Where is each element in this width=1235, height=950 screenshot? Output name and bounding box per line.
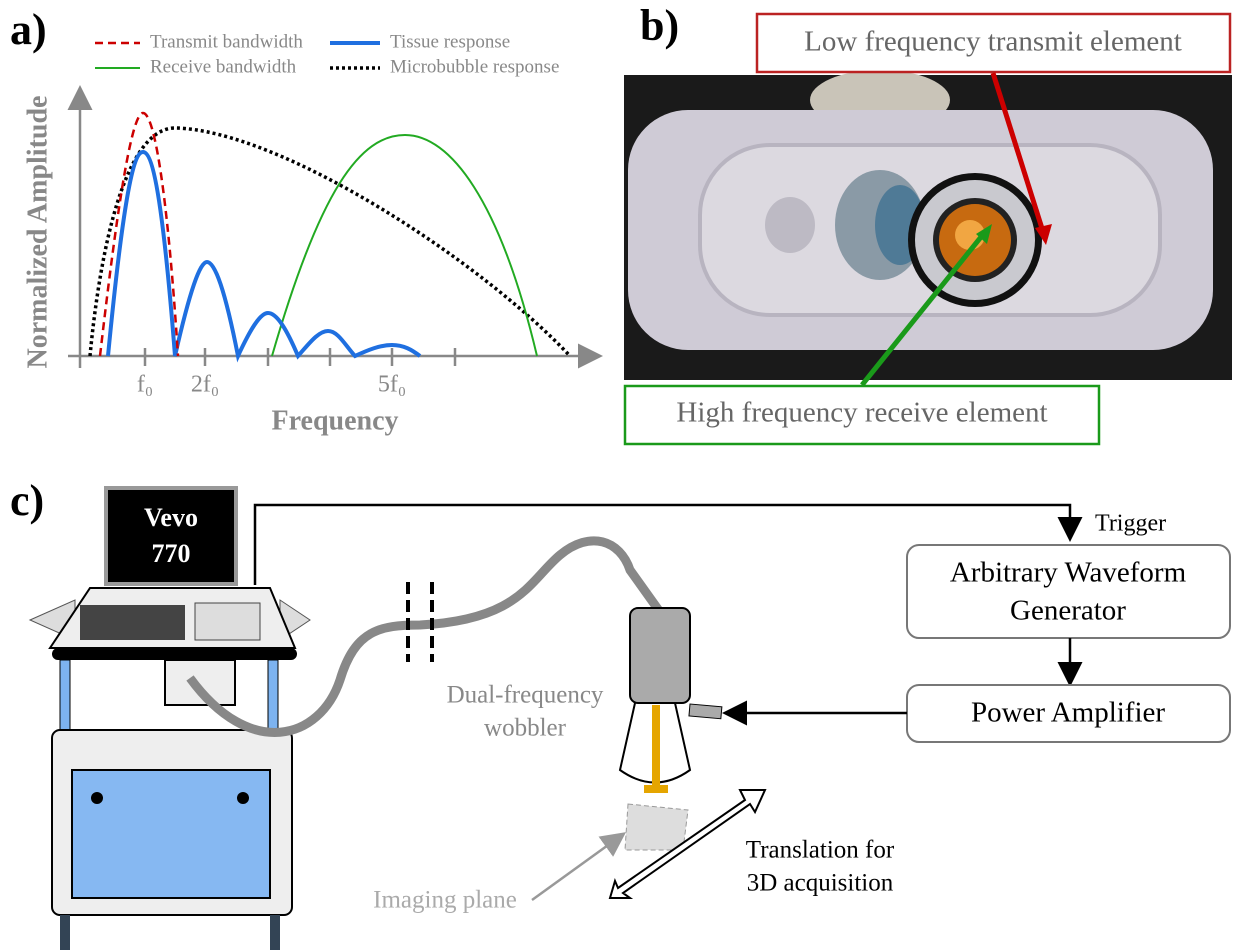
ultrasound-system-shape [60, 915, 70, 950]
imaging-plane-label: Imaging plane [373, 887, 517, 914]
probe [620, 608, 722, 850]
x-tick-label: 2f₀ [191, 372, 219, 398]
probe-shape [625, 804, 688, 850]
probe-shape [630, 608, 690, 703]
wobbler-label: Dual-frequency [447, 682, 604, 709]
generator-label: Generator [1010, 595, 1126, 627]
panel-a: a) Transmit bandwidth Tissue response Re… [10, 5, 598, 436]
curves-shape [90, 128, 570, 356]
amplifier-label: Power Amplifier [971, 697, 1165, 729]
panel-b: b) Low frequency transmit element High f… [624, 1, 1232, 444]
panel-label: b) [640, 1, 679, 50]
panel-label: c) [10, 476, 44, 525]
monitor-text: Vevo [144, 503, 198, 532]
generator-label: Arbitrary Waveform [950, 557, 1187, 589]
ultrasound-system-shape [270, 915, 280, 950]
curves [90, 113, 570, 356]
trigger-label: Trigger [1095, 511, 1166, 537]
probe-shape [652, 705, 660, 787]
callout: High frequency receive element [676, 397, 1047, 429]
curves-shape [272, 135, 537, 356]
legend: Transmit bandwidth Tissue response Recei… [95, 31, 559, 77]
x-tick-label: f₀ [137, 372, 153, 398]
arrow [532, 835, 622, 900]
translation-label: Translation for [746, 837, 895, 864]
ultrasound-system-shape [165, 660, 235, 705]
ultrasound-system: Vevo 770 [30, 488, 310, 950]
ultrasound-system-shape [195, 603, 260, 640]
x-tick-label: 5f₀ [378, 372, 406, 398]
ultrasound-system-shape [52, 648, 297, 660]
y-axis-label: Normalized Amplitude [22, 96, 53, 369]
legend-entry: Receive bandwidth [150, 56, 297, 77]
figure: a) Transmit bandwidth Tissue response Re… [0, 0, 1235, 950]
ultrasound-system-shape [80, 605, 185, 640]
ultrasound-system-shape [268, 660, 278, 735]
probe-shape [644, 785, 668, 793]
panel-c: c) Vevo 770 Dual-frequency wobbler Trans… [10, 476, 1230, 950]
panel-label: a) [10, 5, 47, 54]
translation-label: 3D acquisition [747, 870, 894, 897]
ultrasound-system-shape [237, 792, 249, 804]
monitor-text: 770 [152, 539, 191, 568]
photo [624, 70, 1232, 380]
curves-shape [108, 152, 420, 356]
ultrasound-system-shape [72, 770, 270, 898]
ultrasound-system-shape [91, 792, 103, 804]
wobbler-label: wobbler [484, 715, 567, 742]
x-axis-label: Frequency [271, 405, 398, 436]
legend-entry: Microbubble response [390, 56, 559, 77]
legend-entry: Transmit bandwidth [150, 31, 303, 52]
callout: Low frequency transmit element [804, 26, 1182, 58]
ultrasound-system-shape [60, 660, 70, 735]
probe-shape [689, 704, 722, 719]
legend-entry: Tissue response [390, 31, 510, 52]
photo-shape [765, 197, 815, 253]
axes [68, 90, 598, 368]
